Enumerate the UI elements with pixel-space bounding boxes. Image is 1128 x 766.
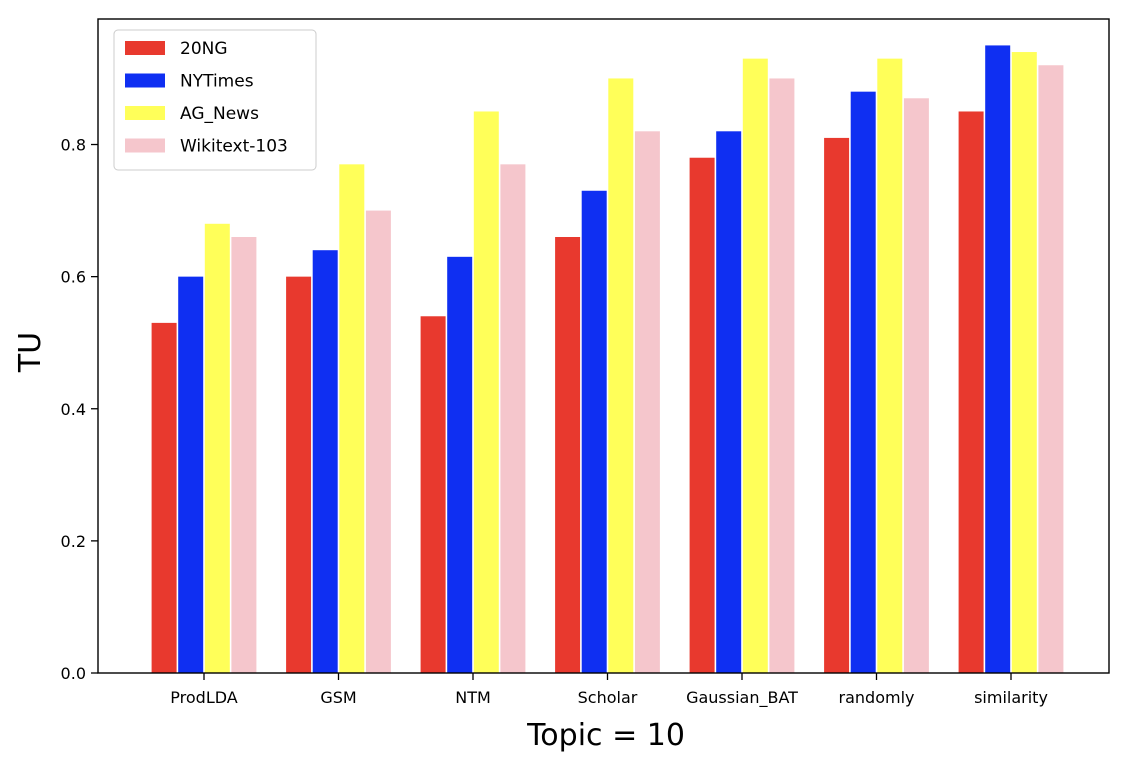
x-tick-label: Gaussian_BAT bbox=[686, 688, 798, 708]
bar-ntm-20ng bbox=[420, 316, 446, 673]
bar-gaussian-bat-20ng bbox=[689, 157, 715, 674]
bar-randomly-wikitext-103 bbox=[903, 98, 929, 673]
bar-randomly-nytimes bbox=[850, 91, 876, 674]
bar-gsm-20ng bbox=[286, 276, 312, 673]
bar-ntm-nytimes bbox=[447, 256, 473, 673]
bar-prodlda-wikitext-103 bbox=[231, 237, 257, 673]
x-tick-label: similarity bbox=[974, 688, 1048, 707]
bar-scholar-wikitext-103 bbox=[634, 131, 660, 674]
bar-scholar-nytimes bbox=[581, 190, 607, 673]
bar-prodlda-ag-news bbox=[204, 223, 230, 674]
bar-gaussian-bat-wikitext-103 bbox=[769, 78, 795, 673]
bars-group bbox=[151, 45, 1064, 674]
legend: 20NG NYTimes AG_News Wikitext-103 bbox=[113, 29, 317, 171]
bar-scholar-ag-news bbox=[608, 78, 634, 673]
y-tick-label: 0.2 bbox=[61, 532, 86, 551]
bar-ntm-ag-news bbox=[473, 111, 499, 674]
legend-swatch bbox=[125, 73, 165, 88]
y-tick-label: 0.6 bbox=[61, 268, 86, 287]
bar-similarity-nytimes bbox=[985, 45, 1011, 674]
bar-randomly-ag-news bbox=[877, 58, 903, 673]
legend-swatch bbox=[125, 106, 165, 120]
bar-gsm-nytimes bbox=[312, 250, 338, 673]
bar-gsm-wikitext-103 bbox=[365, 210, 391, 673]
y-tick-label: 0.4 bbox=[61, 400, 86, 419]
y-axis: 0.0 0.2 0.4 0.6 0.8 bbox=[61, 136, 98, 683]
bar-prodlda-20ng bbox=[151, 322, 177, 673]
legend-label: Wikitext-103 bbox=[180, 137, 288, 157]
bar-similarity-ag-news bbox=[1011, 52, 1037, 673]
legend-swatch bbox=[125, 41, 165, 55]
legend-label: AG_News bbox=[180, 104, 259, 124]
bar-gsm-ag-news bbox=[339, 164, 365, 673]
legend-label: NYTimes bbox=[180, 72, 254, 92]
x-tick-label: ProdLDA bbox=[170, 688, 237, 707]
x-tick-label: NTM bbox=[455, 688, 491, 707]
x-tick-label: Scholar bbox=[578, 688, 638, 707]
bar-randomly-20ng bbox=[824, 137, 850, 673]
x-tick-label: randomly bbox=[839, 688, 915, 707]
legend-label: 20NG bbox=[180, 39, 228, 59]
bar-prodlda-nytimes bbox=[178, 276, 204, 673]
bar-scholar-20ng bbox=[555, 237, 581, 673]
x-axis-label: Topic = 10 bbox=[526, 718, 685, 753]
bar-similarity-wikitext-103 bbox=[1038, 65, 1064, 674]
legend-frame bbox=[113, 29, 317, 171]
bar-similarity-20ng bbox=[958, 111, 984, 674]
x-tick-label: GSM bbox=[320, 688, 356, 707]
bar-gaussian-bat-nytimes bbox=[716, 131, 742, 674]
bar-ntm-wikitext-103 bbox=[500, 164, 526, 673]
bar-gaussian-bat-ag-news bbox=[742, 58, 768, 673]
y-axis-label: TU bbox=[13, 332, 48, 373]
y-tick-label: 0.8 bbox=[61, 136, 86, 155]
y-tick-label: 0.0 bbox=[61, 664, 86, 683]
legend-swatch bbox=[125, 138, 165, 153]
x-axis: ProdLDA GSM NTM Scholar Gaussian_BAT randomly… bbox=[170, 673, 1048, 708]
plot-frame bbox=[97, 18, 1110, 674]
